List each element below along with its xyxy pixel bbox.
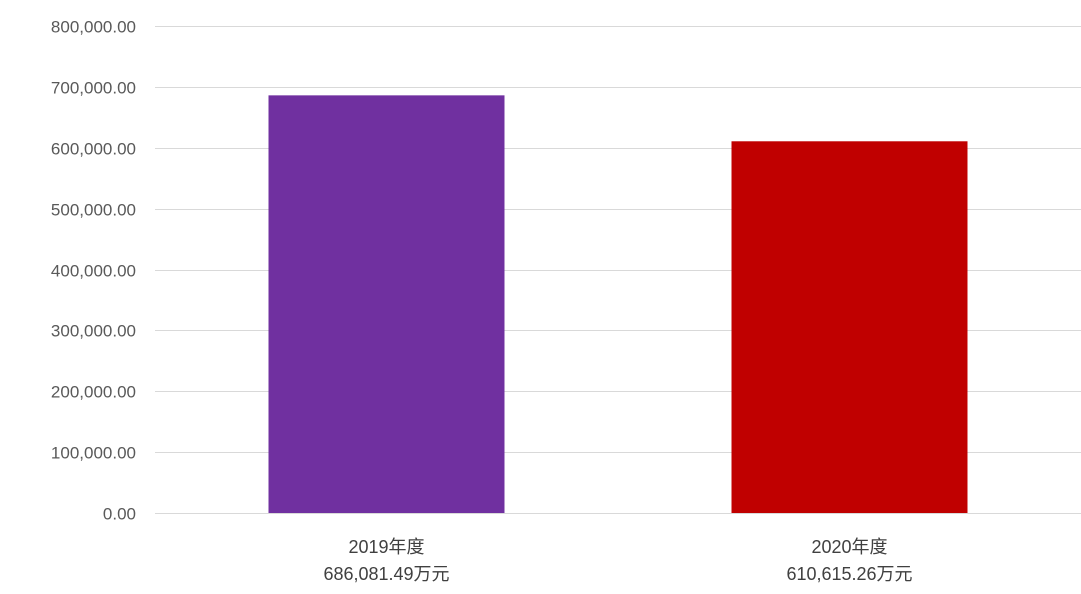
x-axis-category-labels: 2019年度 686,081.49万元 2020年度 610,615.26万元 [323, 537, 912, 584]
bar-2 [731, 141, 968, 513]
bar-1 [268, 95, 505, 513]
y-tick-label: 100,000.00 [51, 444, 136, 463]
y-tick-label: 700,000.00 [51, 79, 136, 98]
y-tick-label: 800,000.00 [51, 18, 136, 37]
y-tick-label: 400,000.00 [51, 262, 136, 281]
y-tick-label: 0.00 [103, 505, 136, 524]
x-category-value-label: 610,615.26万元 [786, 564, 912, 584]
x-category-label: 2020年度 [811, 537, 887, 557]
y-axis-tick-labels: 0.00 100,000.00 200,000.00 300,000.00 400,00… [51, 18, 136, 524]
y-tick-label: 500,000.00 [51, 201, 136, 220]
x-category-label: 2019年度 [348, 537, 424, 557]
bars [268, 95, 968, 513]
x-category-value-label: 686,081.49万元 [323, 564, 449, 584]
y-tick-label: 300,000.00 [51, 322, 136, 341]
y-tick-label: 200,000.00 [51, 383, 136, 402]
y-tick-label: 600,000.00 [51, 140, 136, 159]
